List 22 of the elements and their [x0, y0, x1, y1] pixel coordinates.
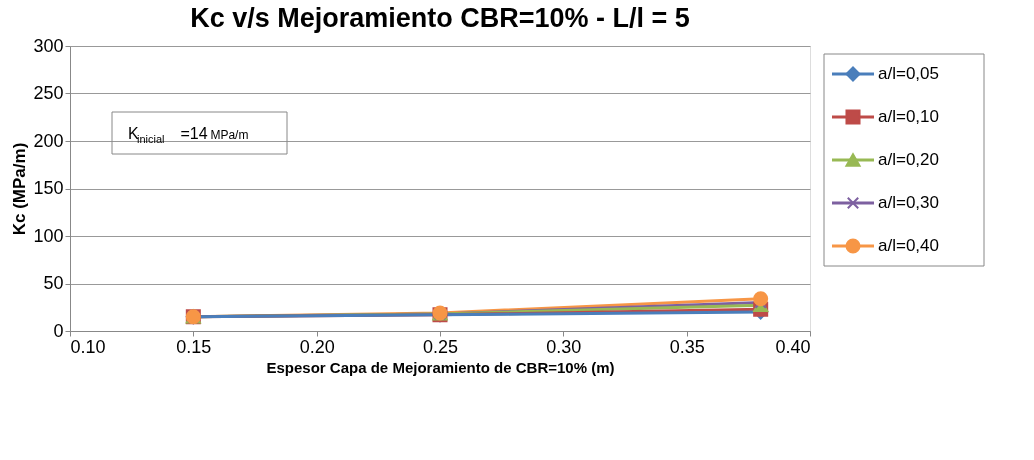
y-tick-label: 100 — [33, 225, 64, 246]
legend-label: a/l=0,10 — [878, 107, 939, 126]
legend-label: a/l=0,20 — [878, 150, 939, 169]
x-tick-label: 0.20 — [299, 336, 335, 357]
x-tick-label: 0.30 — [546, 336, 582, 357]
y-axis-title: Kc (MPa/m) — [10, 142, 30, 236]
y-tick-label: 200 — [33, 130, 64, 151]
legend-label: a/l=0,05 — [878, 64, 939, 83]
x-tick-label: 0.10 — [70, 336, 106, 357]
y-tick-label: 150 — [33, 178, 64, 198]
x-axis-title: Espesor Capa de Mejoramiento de CBR=10% (m) — [266, 358, 615, 376]
x-tick-label: 0.35 — [669, 336, 705, 357]
legend-label: a/l=0,30 — [878, 193, 939, 212]
y-tick-label: 0 — [53, 320, 64, 341]
chart-title: Kc v/s Mejoramiento CBR=10% - L/l = 5 — [190, 3, 690, 33]
x-tick-label: 0.40 — [775, 336, 811, 357]
y-tick-label: 50 — [43, 273, 64, 293]
x-tick-label: 0.25 — [422, 336, 459, 357]
x-tick-label: 0.15 — [176, 336, 212, 357]
y-tick-label: 300 — [33, 35, 64, 56]
legend-label: a/l=0,40 — [878, 236, 939, 255]
y-tick-label: 250 — [33, 83, 64, 103]
